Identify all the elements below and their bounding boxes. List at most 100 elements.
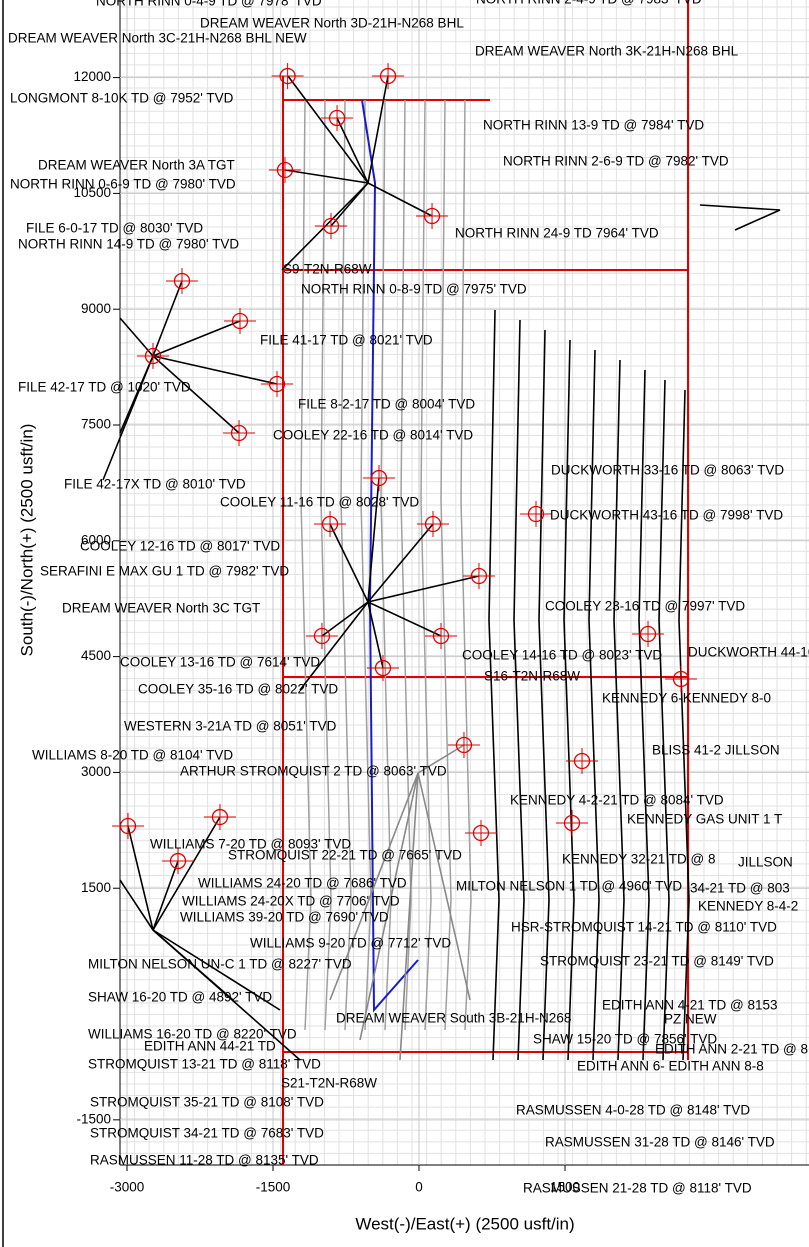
y-tick-label: 7500: [81, 417, 111, 432]
y-tick-label: 9000: [81, 301, 111, 316]
x-tick-label: 0: [415, 1180, 423, 1195]
well-label: KENNEDY 4-2-21 TD @ 8084' TVD: [510, 793, 724, 808]
x-tick-label: 1500: [550, 1180, 580, 1195]
well-label: STROMQUIST 22-21 TD @ 7665' TVD: [228, 848, 462, 863]
wellpath: [367, 477, 380, 603]
wellpath: [336, 117, 369, 184]
well-label: NORTH RINN 0-8-9 TD @ 7975' TVD: [301, 282, 527, 297]
well-label: FILE 8-2-17 TD @ 8004' TVD: [298, 397, 475, 412]
wellpath: [152, 929, 301, 1061]
wellpath: [638, 369, 650, 1061]
wellpath: [360, 99, 372, 1031]
well-label: WILLIAMS 8-20 TD @ 8104' TVD: [32, 748, 233, 763]
wellpath: [367, 75, 389, 184]
y-axis-title: South(-)/North(+) (2500 usft/in): [17, 424, 36, 657]
wellpath: [299, 601, 369, 691]
well-label: RASMUSSEN 31-28 TD @ 8146' TVD: [545, 1135, 775, 1150]
well-label: KENNEDY 32-21 TD @ 8: [562, 852, 716, 867]
wellpath: [460, 99, 472, 1031]
wellpath: [588, 349, 600, 1061]
wellpath: [417, 744, 465, 774]
well-label: EDITH ANN 2-21 TD @ 8104' TVD: [655, 1042, 809, 1057]
well-label: MILTON NELSON 1 TD @ 4960' TVD: [456, 879, 682, 894]
well-label: COOLEY 12-16 TD @ 8017' TVD: [80, 539, 280, 554]
well-label: COOLEY 13-16 TD @ 7614' TVD: [120, 655, 320, 670]
well-label: ARTHUR STROMQUIST 2 TD @ 8063' TVD: [180, 764, 447, 779]
well-label: LONGMONT 8-10K TD @ 7952' TVD: [10, 91, 234, 106]
well-label: RASMUSSEN 11-28 TD @ 8135' TVD: [90, 1153, 319, 1168]
wellpath: [152, 355, 278, 385]
well-label: DREAM WEAVER North 3D-21H-N268 BHL: [200, 16, 464, 31]
well-label: WILLIAMS 39-20 TD @ 7690' TVD: [180, 910, 389, 925]
well-label: NORTH RINN 0-6-9 TD @ 7980' TVD: [10, 177, 236, 192]
wellpath: [287, 75, 369, 184]
well-label: NORTH RINN 14-9 TD @ 7980' TVD: [18, 237, 239, 252]
wellpath: [152, 320, 241, 357]
wellpath: [119, 317, 154, 357]
wellpath: [152, 280, 183, 357]
wellpath: [563, 339, 575, 1061]
well-label: NORTH RINN 2-6-9 TD @ 7982' TVD: [503, 154, 729, 169]
y-tick-label: 10500: [73, 185, 111, 200]
wellpath: [400, 99, 412, 1031]
wellpath: [417, 772, 471, 1001]
well-label: S21-T2N-R68W: [281, 1076, 377, 1091]
wellpath: [119, 879, 154, 931]
well-label: FILE 42-17X TD @ 8010' TVD: [64, 477, 246, 492]
well-label: SHAW 15-20 TD @ 7856' TVD: [533, 1032, 717, 1047]
wellpath: [127, 825, 154, 931]
y-tick-label: -1500: [76, 1111, 111, 1126]
y-tick-label: 12000: [73, 69, 111, 84]
well-label: EDITH ANN 4-21 TD @ 8153: [602, 998, 778, 1013]
wellpath: [152, 816, 221, 931]
wellpath: [367, 575, 480, 603]
wellpath: [658, 379, 670, 1061]
y-tick-label: 1500: [81, 880, 111, 895]
well-label: DREAM WEAVER North 3A TGT: [38, 158, 235, 173]
well-label: KENNEDY 8-4-2: [698, 899, 798, 914]
well-label: RASMUSSEN 21-28 TD @ 8118' TVD: [523, 1181, 752, 1196]
wellpath: [359, 772, 419, 1041]
well-label: WILLIAMS 16-20 TD @ 8220' TVD: [88, 1027, 297, 1042]
well-label: MILTON NELSON UN-C 1 TD @ 8227' TVD: [88, 957, 352, 972]
well-label: EDITH ANN 44-21 TD: [144, 1039, 276, 1054]
wellpath: [300, 99, 312, 1031]
wellpath: [102, 355, 154, 481]
well-label: BLISS 41-2 JILLSON: [652, 743, 780, 758]
well-label: DREAM WEAVER South 3B-21H-N268: [336, 1011, 571, 1026]
well-label: COOLEY 22-16 TD @ 8014' TVD: [273, 428, 473, 443]
wellpath: [340, 99, 352, 1031]
wellpath: [367, 601, 442, 637]
well-label: S16-T2N-R68W: [484, 669, 580, 684]
wellpath: [380, 99, 392, 1031]
well-label: STROMQUIST 23-21 TD @ 8149' TVD: [540, 954, 774, 969]
wellpath: [678, 389, 690, 1061]
well-label: WILLIAMS 9-20 TD @ 7712' TVD: [250, 936, 451, 951]
well-label: DREAM WEAVER North 3C-21H-N268 BHL NEW: [8, 31, 307, 46]
well-label: KENNEDY 6-KENNEDY 8-0: [602, 691, 771, 706]
wellpath: [329, 772, 419, 1001]
well-label: DUCKWORTH 33-16 TD @ 8063' TVD: [551, 463, 784, 478]
well-label: FILE 41-17 TD @ 8021' TVD: [260, 333, 433, 348]
well-label: S9-T2N-R68W: [283, 262, 372, 277]
wellpath: [367, 182, 433, 217]
wellpath: [613, 359, 625, 1061]
wellpath: [329, 523, 369, 603]
well-label: NORTH RINN 13-9 TD @ 7984' TVD: [483, 118, 704, 133]
y-tick-label: 4500: [81, 648, 111, 663]
wellpath: [488, 309, 500, 1061]
x-tick-label: -1500: [256, 1180, 291, 1195]
wellpath: [320, 99, 332, 1031]
well-label: NORTH RINN 2-4-9 TD @ 7983' TVD: [476, 0, 702, 7]
wellpath: [699, 204, 781, 231]
wellpath: [513, 319, 525, 1061]
well-label: DUCKWORTH 44-16: [688, 645, 809, 660]
x-tick-label: -3000: [110, 1180, 145, 1195]
wellpath: [152, 929, 281, 1011]
x-axis-title: West(-)/East(+) (2500 usft/in): [355, 1214, 574, 1233]
wellpath: [440, 99, 452, 1031]
wellpath: [152, 355, 240, 434]
wellpath: [284, 169, 369, 184]
